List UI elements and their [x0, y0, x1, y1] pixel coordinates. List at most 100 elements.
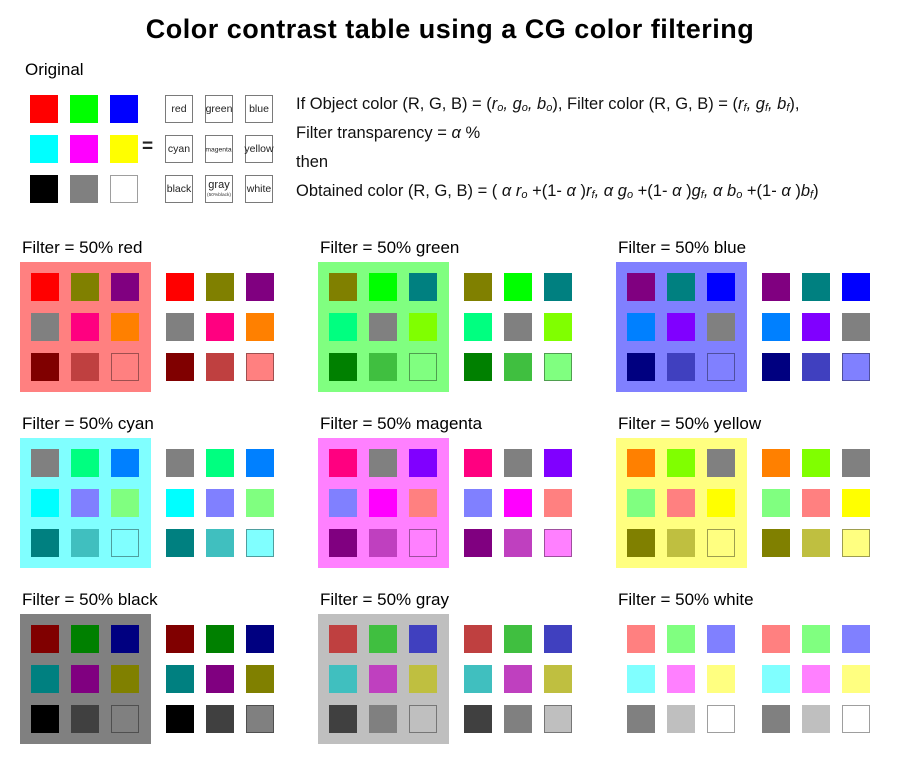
name-box-blue: blue	[245, 95, 273, 123]
formula-line: Obtained color (R, G, B) = ( α ro +(1- α…	[296, 177, 819, 206]
formula-line: Filter transparency = α %	[296, 119, 819, 148]
result-swatch	[544, 625, 572, 653]
original-color-grid	[30, 95, 138, 203]
filtered-grid	[31, 273, 139, 381]
result-swatch	[246, 353, 274, 381]
original-swatch-black	[30, 175, 58, 203]
result-swatch	[464, 529, 492, 557]
result-grid	[762, 449, 870, 557]
formula-segment: o	[736, 189, 743, 201]
filtered-grid-background	[20, 614, 151, 744]
formula-segment: +(1-	[742, 182, 782, 200]
name-box-label: gray	[208, 178, 230, 191]
formula-segment: α	[566, 182, 576, 200]
result-swatch	[802, 705, 830, 733]
result-swatch	[504, 705, 532, 733]
filtered-swatch	[71, 489, 99, 517]
formula-segment: b	[800, 182, 811, 200]
filtered-swatch	[707, 273, 735, 301]
result-swatch	[206, 705, 234, 733]
result-swatch	[802, 273, 830, 301]
filter-section-cyan: Filter = 50% cyan	[20, 414, 274, 568]
filtered-grid-background	[616, 614, 747, 744]
filtered-swatch	[707, 665, 735, 693]
filter-section-label: Filter = 50% white	[618, 590, 754, 609]
result-swatch	[802, 353, 830, 381]
filter-section-magenta: Filter = 50% magenta	[318, 414, 572, 568]
result-swatch	[206, 529, 234, 557]
filtered-swatch	[369, 529, 397, 557]
result-swatch	[544, 489, 572, 517]
formula-segment: g	[691, 182, 701, 200]
original-swatch-cyan	[30, 135, 58, 163]
filter-section-label: Filter = 50% green	[320, 238, 460, 257]
result-swatch	[166, 353, 194, 381]
result-grid	[762, 273, 870, 381]
filtered-swatch	[31, 353, 59, 381]
filtered-grid-background	[616, 262, 747, 392]
filtered-swatch	[329, 665, 357, 693]
result-grid	[762, 625, 870, 733]
result-swatch	[504, 353, 532, 381]
filtered-grid	[329, 449, 437, 557]
filtered-grid-background	[20, 262, 151, 392]
result-swatch	[464, 449, 492, 477]
formula-segment: f	[786, 102, 790, 114]
result-swatch	[544, 313, 572, 341]
result-swatch	[166, 625, 194, 653]
formula-segment: ,	[594, 182, 604, 200]
formula-segment: )	[790, 182, 801, 200]
filtered-swatch	[329, 529, 357, 557]
filtered-swatch	[31, 625, 59, 653]
filtered-swatch	[627, 529, 655, 557]
original-swatch-blue	[110, 95, 138, 123]
filtered-swatch	[329, 273, 357, 301]
filtered-swatch	[31, 489, 59, 517]
filtered-swatch	[329, 489, 357, 517]
result-swatch	[762, 353, 790, 381]
filtered-swatch	[707, 353, 735, 381]
original-swatch-gray	[70, 175, 98, 203]
result-swatch	[206, 489, 234, 517]
filtered-swatch	[707, 529, 735, 557]
filter-section-green: Filter = 50% green	[318, 238, 572, 392]
formula-segment: )	[575, 182, 587, 200]
filtered-grid	[31, 449, 139, 557]
filtered-swatch	[369, 273, 397, 301]
formula-segment: r	[738, 95, 744, 113]
original-swatch-red	[30, 95, 58, 123]
filtered-grid	[329, 625, 437, 733]
result-swatch	[166, 449, 194, 477]
name-box-yellow: yellow	[244, 135, 274, 163]
filtered-grid-background	[318, 438, 449, 568]
filter-section-label: Filter = 50% yellow	[618, 414, 762, 433]
filtered-swatch	[31, 273, 59, 301]
filter-section-yellow: Filter = 50% yellow	[616, 414, 870, 568]
name-box-label: magenta	[205, 144, 233, 153]
result-swatch	[246, 273, 274, 301]
formula-segment: b	[727, 182, 737, 200]
formula-segment: ),	[789, 95, 800, 113]
result-swatch	[246, 625, 274, 653]
result-swatch	[246, 449, 274, 477]
name-box-black: black	[165, 175, 193, 203]
result-swatch	[166, 273, 194, 301]
result-swatch	[544, 529, 572, 557]
equals-sign: =	[142, 136, 154, 157]
formula: If Object color (R, G, B) = (ro, go, bo)…	[296, 90, 819, 206]
name-box-cyan: cyan	[165, 135, 193, 163]
result-swatch	[464, 665, 492, 693]
filtered-swatch	[707, 705, 735, 733]
filter-section-red: Filter = 50% red	[20, 238, 274, 392]
formula-segment: α	[451, 124, 461, 142]
original-swatch-white	[110, 175, 138, 203]
formula-segment: %	[460, 124, 481, 142]
filtered-swatch	[111, 529, 139, 557]
result-swatch	[166, 665, 194, 693]
filtered-grid	[627, 273, 735, 381]
filtered-swatch	[627, 625, 655, 653]
original-swatch-yellow	[110, 135, 138, 163]
result-swatch	[842, 665, 870, 693]
result-swatch	[802, 449, 830, 477]
result-swatch	[802, 665, 830, 693]
